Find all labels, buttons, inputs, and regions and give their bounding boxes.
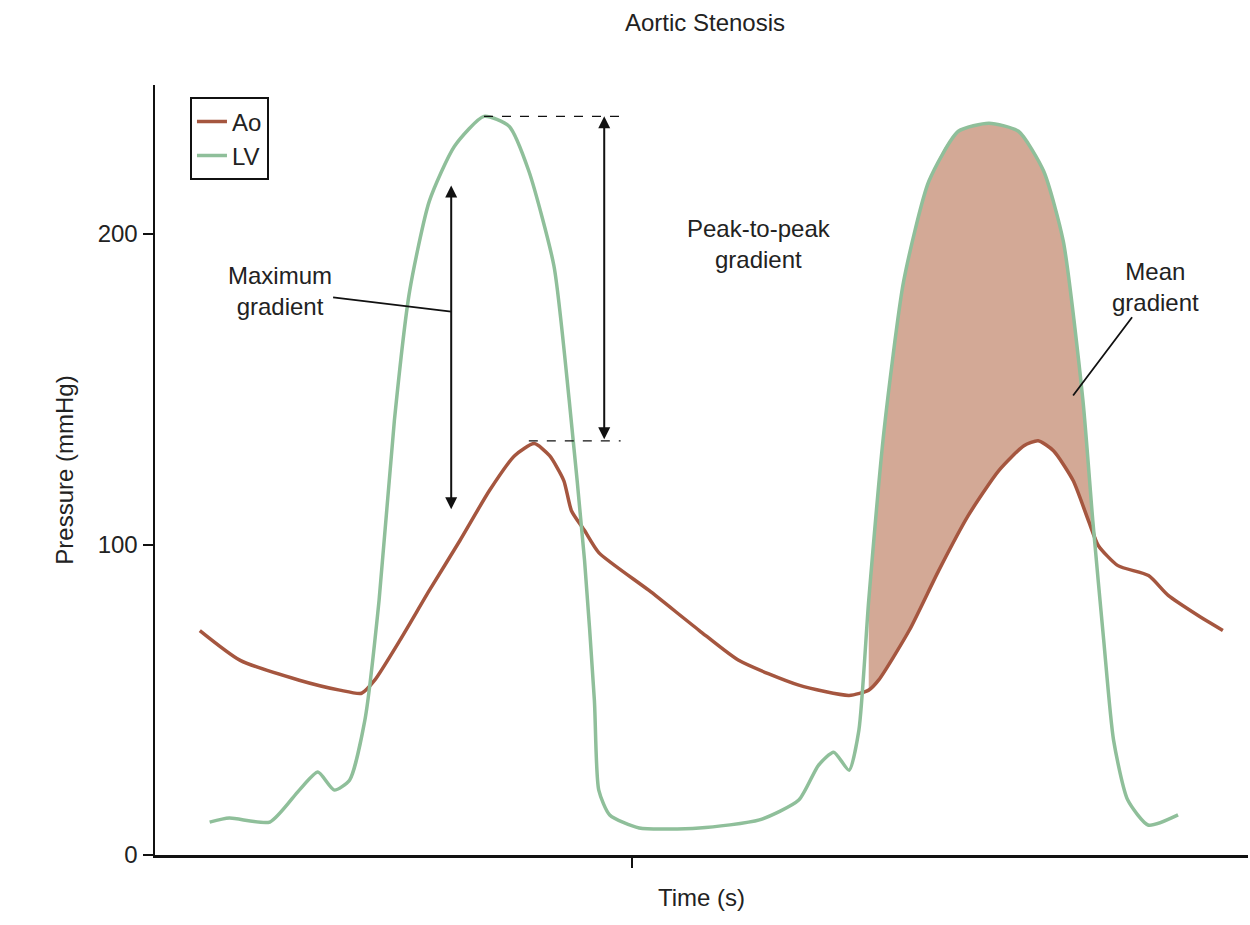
- svg-text:Maximumgradient: Maximumgradient: [228, 262, 332, 320]
- svg-text:Ao: Ao: [232, 109, 261, 136]
- svg-text:Meangradient: Meangradient: [1112, 258, 1199, 316]
- svg-text:Time (s): Time (s): [658, 884, 745, 911]
- svg-text:LV: LV: [232, 143, 260, 170]
- svg-text:200: 200: [98, 220, 138, 247]
- svg-text:Peak-to-peakgradient: Peak-to-peakgradient: [687, 215, 831, 273]
- svg-text:Pressure (mmHg): Pressure (mmHg): [51, 375, 78, 564]
- svg-text:100: 100: [98, 531, 138, 558]
- svg-text:Aortic Stenosis: Aortic Stenosis: [625, 9, 785, 36]
- svg-text:0: 0: [124, 841, 137, 868]
